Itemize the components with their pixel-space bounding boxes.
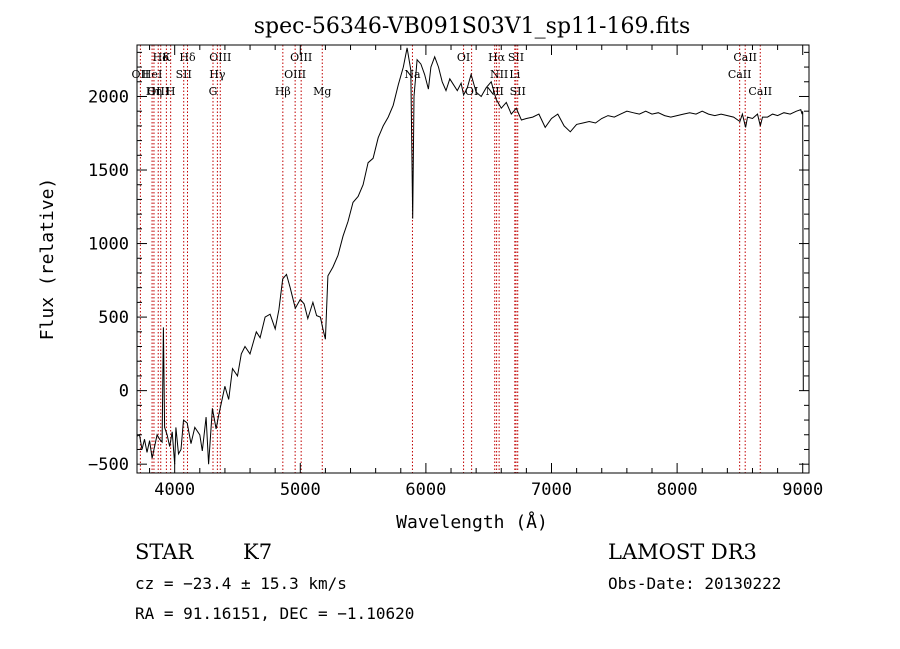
plot-frame [136,44,810,474]
line-label-4: OIII [290,51,312,64]
line-label-25: NII [486,85,504,98]
y-tick-label: 1000 [88,235,129,255]
chart-title: spec-56346-VB091S03V1_sp11-169.fits [254,14,691,39]
y-axis-label: Flux (relative) [37,178,58,341]
x-tick-label: 5000 [280,480,321,500]
line-label-5: OI [457,51,470,64]
line-label-12: Hγ [209,68,226,81]
line-label-18: OIII [147,85,169,98]
line-label-19: Hη [146,85,162,98]
line-label-17: CaII [728,68,752,81]
coordinates-text: RA = 91.16151, DEC = −1.10620 [135,604,414,623]
object-class: STAR [135,540,194,564]
line-label-22: Hβ [275,85,291,98]
line-label-3: OIII [209,51,231,64]
obs-date: Obs-Date: 20130222 [608,574,781,593]
y-tick-label: 2000 [88,87,129,107]
line-label-21: G [209,85,218,98]
line-label-2: Hδ [179,51,196,64]
x-tick-label: 7000 [531,480,572,500]
y-tick-label: 500 [98,308,129,328]
y-axis-ticks: −500 0 500 1000 1500 2000 [88,51,809,475]
info-block: STAR K7 cz = −23.4 ± 15.3 km/s RA = 91.1… [135,540,781,623]
line-label-11: SII [176,68,192,81]
redshift-text: cz = −23.4 ± 15.3 km/s [135,574,347,593]
line-label-10: HeI [142,68,162,81]
x-axis-label: Wavelength (Å) [396,511,548,533]
spectrum-line [136,47,804,465]
line-label-15: NII [490,68,508,81]
x-tick-label: 8000 [657,480,698,500]
line-label-16: Li [509,68,520,81]
x-tick-label: 4000 [154,480,195,500]
line-label-23: Mg [313,85,331,98]
object-subclass: K7 [243,540,272,564]
line-label-20: H [166,85,176,98]
line-label-7: SII [508,51,524,64]
line-label-27: CaII [748,85,772,98]
y-tick-label: 1500 [88,161,129,181]
y-tick-label: 0 [119,382,129,402]
line-label-9: OII [132,68,150,81]
line-label-1: K [162,51,171,64]
x-tick-label: 9000 [782,480,823,500]
line-label-14: Na [404,68,421,81]
survey-name: LAMOST DR3 [608,540,757,564]
x-tick-label: 6000 [405,480,446,500]
line-label-13: OIII [284,68,306,81]
line-label-26: SII [510,85,526,98]
y-tick-label: −500 [88,455,129,475]
line-label-0: Hδ [153,51,170,64]
x-axis-ticks: 4000 5000 6000 7000 8000 9000 [149,45,823,500]
line-label-8: CaII [733,51,757,64]
line-label-6: Hα [488,51,506,64]
